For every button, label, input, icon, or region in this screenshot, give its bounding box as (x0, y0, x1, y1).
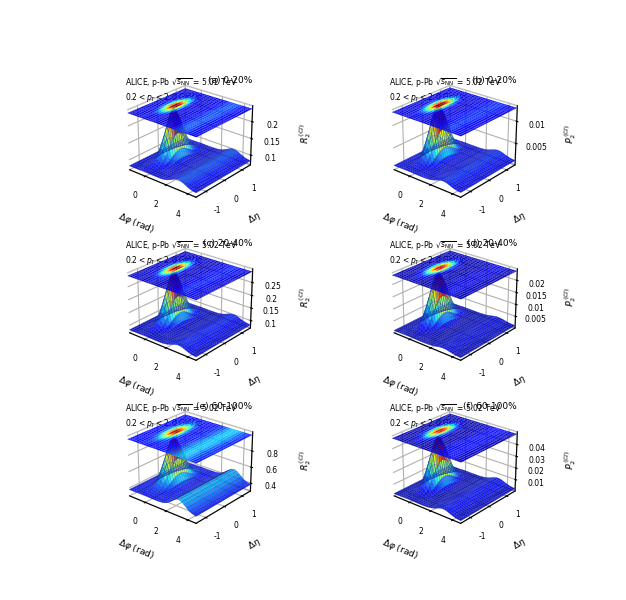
X-axis label: $\Delta\varphi$ (rad): $\Delta\varphi$ (rad) (116, 210, 156, 237)
Text: (a) 0-20%: (a) 0-20% (208, 76, 252, 85)
Text: ALICE, p-Pb $\sqrt{s_{\mathrm{NN}}}$ = 5.02 TeV
$0.2 < p_{\mathrm{T}} < 2.0$ GeV: ALICE, p-Pb $\sqrt{s_{\mathrm{NN}}}$ = 5… (125, 402, 237, 430)
Text: (b) 0-20%: (b) 0-20% (473, 76, 517, 85)
Text: ALICE, p-Pb $\sqrt{s_{\mathrm{NN}}}$ = 5.02 TeV
$0.2 < p_{\mathrm{T}} < 2.0$ GeV: ALICE, p-Pb $\sqrt{s_{\mathrm{NN}}}$ = 5… (389, 76, 501, 104)
Y-axis label: $\Delta\eta$: $\Delta\eta$ (245, 372, 264, 390)
X-axis label: $\Delta\varphi$ (rad): $\Delta\varphi$ (rad) (380, 210, 421, 237)
X-axis label: $\Delta\varphi$ (rad): $\Delta\varphi$ (rad) (380, 536, 421, 563)
Y-axis label: $\Delta\eta$: $\Delta\eta$ (510, 209, 528, 227)
X-axis label: $\Delta\varphi$ (rad): $\Delta\varphi$ (rad) (380, 373, 421, 400)
Text: ALICE, p-Pb $\sqrt{s_{\mathrm{NN}}}$ = 5.02 TeV
$0.2 < p_{\mathrm{T}} < 2.0$ GeV: ALICE, p-Pb $\sqrt{s_{\mathrm{NN}}}$ = 5… (125, 239, 237, 268)
Text: ALICE, p-Pb $\sqrt{s_{\mathrm{NN}}}$ = 5.02 TeV
$0.2 < p_{\mathrm{T}} < 2.0$ GeV: ALICE, p-Pb $\sqrt{s_{\mathrm{NN}}}$ = 5… (125, 76, 237, 104)
Text: ALICE, p-Pb $\sqrt{s_{\mathrm{NN}}}$ = 5.02 TeV
$0.2 < p_{\mathrm{T}} < 2.0$ GeV: ALICE, p-Pb $\sqrt{s_{\mathrm{NN}}}$ = 5… (389, 402, 501, 430)
Text: (c) 20-40%: (c) 20-40% (203, 239, 252, 248)
Text: (e) 60-100%: (e) 60-100% (197, 402, 252, 411)
Text: (f) 60-100%: (f) 60-100% (463, 402, 517, 411)
Text: (d) 20-40%: (d) 20-40% (467, 239, 517, 248)
Y-axis label: $\Delta\eta$: $\Delta\eta$ (510, 372, 528, 390)
Text: ALICE, p-Pb $\sqrt{s_{\mathrm{NN}}}$ = 5.02 TeV
$0.2 < p_{\mathrm{T}} < 2.0$ GeV: ALICE, p-Pb $\sqrt{s_{\mathrm{NN}}}$ = 5… (389, 239, 501, 268)
Y-axis label: $\Delta\eta$: $\Delta\eta$ (245, 209, 264, 227)
Y-axis label: $\Delta\eta$: $\Delta\eta$ (510, 535, 528, 553)
X-axis label: $\Delta\varphi$ (rad): $\Delta\varphi$ (rad) (116, 373, 156, 400)
X-axis label: $\Delta\varphi$ (rad): $\Delta\varphi$ (rad) (116, 536, 156, 563)
Y-axis label: $\Delta\eta$: $\Delta\eta$ (245, 535, 264, 553)
